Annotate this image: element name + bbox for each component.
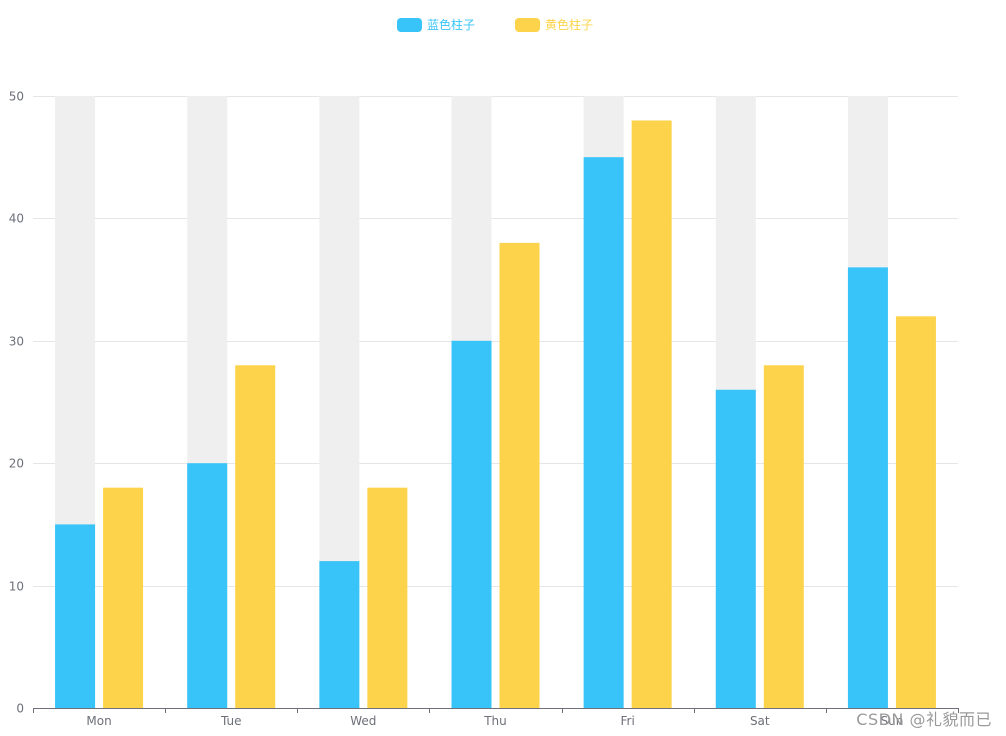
x-tick-label: Sat [750, 714, 770, 728]
bar-yellow-sat[interactable] [763, 365, 804, 708]
legend-label: 黄色柱子 [545, 17, 593, 32]
legend-swatch [515, 18, 540, 32]
y-tick-label: 30 [9, 335, 24, 349]
bar-blue-sun[interactable] [847, 267, 888, 708]
bar-yellow-tue[interactable] [235, 365, 276, 708]
bar-yellow-mon[interactable] [103, 487, 144, 708]
bar-blue-wed[interactable] [319, 561, 360, 708]
x-tick-label: Wed [350, 714, 376, 728]
y-tick-label: 20 [9, 457, 24, 471]
y-tick-label: 50 [9, 90, 24, 104]
legend[interactable]: 蓝色柱子 黄色柱子 [397, 17, 593, 32]
grid-lines [33, 96, 958, 587]
legend-item-blue[interactable]: 蓝色柱子 [397, 17, 475, 32]
bar-yellow-thu[interactable] [499, 242, 540, 708]
x-tick-label: Sun [881, 714, 904, 728]
bar-yellow-sun[interactable] [895, 316, 936, 708]
x-tick-label: Thu [483, 714, 507, 728]
y-tick-label: 0 [16, 702, 24, 716]
x-tick-label: Fri [620, 714, 634, 728]
bar-blue-tue[interactable] [187, 463, 228, 708]
bar-yellow-fri[interactable] [631, 120, 672, 709]
axes: 0 10 20 30 40 50 Mon Tue Wed Thu Fri Sat Sun [9, 90, 959, 728]
legend-label: 蓝色柱子 [427, 17, 475, 32]
watermark: CSDN @礼貌而已 [856, 710, 992, 729]
y-tick-label: 40 [9, 212, 24, 226]
bar-yellow-wed[interactable] [367, 487, 408, 708]
legend-item-yellow[interactable]: 黄色柱子 [515, 17, 593, 32]
bar-blue-thu[interactable] [451, 340, 492, 708]
x-tick-label: Tue [220, 714, 242, 728]
data-bars[interactable] [55, 120, 936, 709]
x-tick-label: Mon [86, 714, 111, 728]
legend-swatch [397, 18, 422, 32]
y-tick-label: 10 [9, 580, 24, 594]
bar-blue-mon[interactable] [55, 524, 96, 708]
bar-blue-sat[interactable] [715, 389, 756, 708]
bar-blue-fri[interactable] [583, 157, 624, 708]
